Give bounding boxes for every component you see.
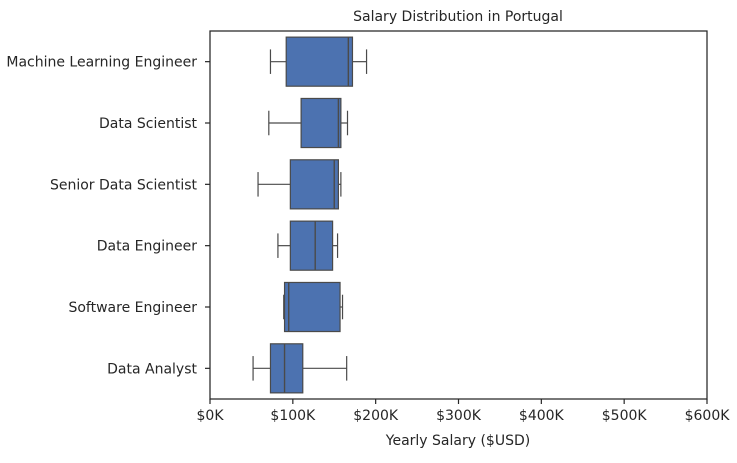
x-tick-label: $100K [270,408,316,424]
box-iqr [285,36,354,87]
x-tick-label: $200K [353,408,399,424]
box-group [283,281,344,333]
x-axis-label: Yearly Salary ($USD) [385,433,530,449]
y-tick-label: Machine Learning Engineer [6,55,197,71]
y-tick-label: Senior Data Scientist [50,177,198,193]
box-iqr [283,281,341,333]
box-iqr [289,159,339,210]
box-group [269,36,368,87]
box-group [277,220,339,271]
x-axis: $0K $100K $200K $300K $400K $500K $600K [197,399,731,424]
y-tick-label: Data Analyst [107,361,197,377]
box-iqr [269,343,304,394]
x-tick-label: $500K [602,408,648,424]
y-tick-label: Data Engineer [97,239,197,255]
x-tick-label: $300K [436,408,482,424]
box-group [257,159,342,210]
chart-title: Salary Distribution in Portugal [353,9,563,25]
x-tick-label: $400K [519,408,565,424]
y-axis: Machine Learning Engineer Data Scientist S… [6,55,210,377]
y-tick-label: Software Engineer [68,300,197,316]
x-tick-label: $600K [685,408,731,424]
box-group [252,343,348,394]
boxes-layer [252,36,368,394]
box-group [268,97,349,149]
y-tick-label: Data Scientist [99,116,198,132]
box-iqr [289,220,334,271]
box-iqr [300,97,342,149]
x-tick-label: $0K [197,408,225,424]
